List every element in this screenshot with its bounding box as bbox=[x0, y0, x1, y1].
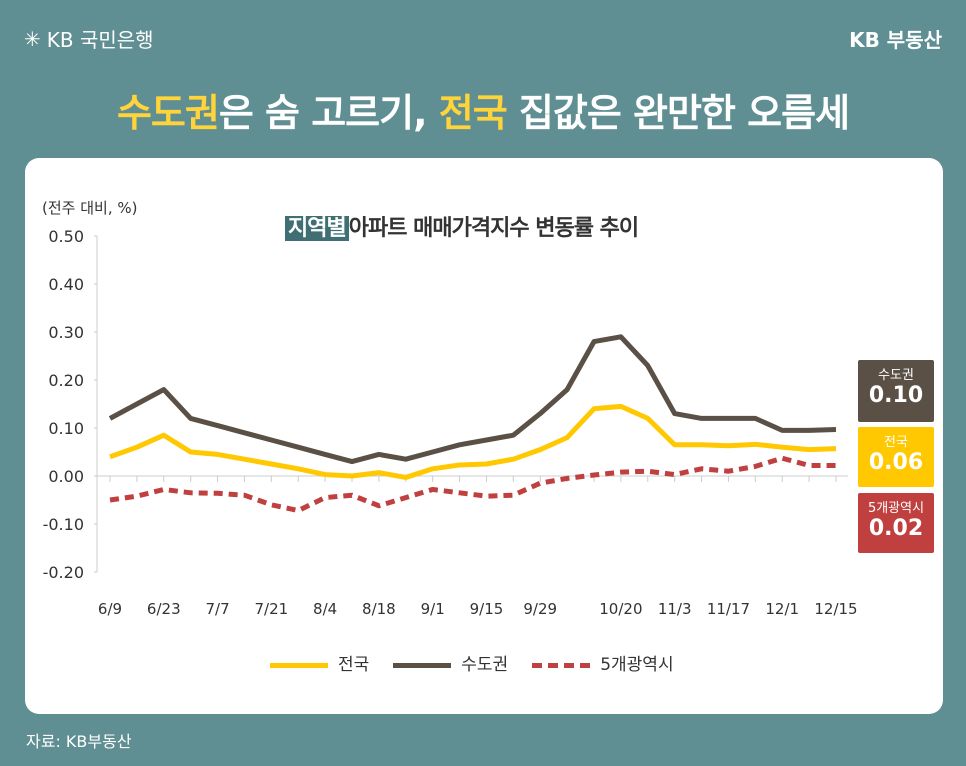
kb-kookmin-logo: ✳ KB 국민은행 bbox=[24, 26, 154, 53]
legend-capital: 수도권 bbox=[393, 650, 508, 675]
y-tick-label: 0.30 bbox=[48, 323, 84, 342]
legend-metro5: 5개광역시 bbox=[532, 650, 674, 675]
legend-label: 전국 bbox=[338, 655, 370, 675]
chart-title-box: 지역별 bbox=[285, 216, 349, 241]
y-tick-label: 0.10 bbox=[48, 419, 84, 438]
headline-text-end: 집값은 완만한 오름세 bbox=[506, 91, 850, 135]
tag-name: 전국 bbox=[884, 435, 908, 450]
x-tick-label: 11/3 bbox=[658, 600, 692, 618]
tag-value: 0.02 bbox=[868, 516, 924, 541]
capital-last-tag: 수도권 0.10 bbox=[858, 360, 934, 422]
legend: 전국 수도권 5개광역시 bbox=[270, 650, 674, 675]
x-tick-label: 7/7 bbox=[205, 600, 229, 618]
headline-capital: 수도권 bbox=[116, 91, 220, 135]
y-tick-label: -0.10 bbox=[43, 515, 84, 534]
x-tick-label: 12/1 bbox=[765, 600, 799, 618]
y-tick-label: -0.20 bbox=[43, 563, 84, 582]
kb-real-estate-brand: KB 부동산 bbox=[849, 28, 942, 52]
x-tick-label: 6/9 bbox=[98, 600, 122, 618]
x-tick-label: 10/20 bbox=[599, 600, 642, 618]
tag-value: 0.10 bbox=[868, 383, 924, 408]
legend-label: 5개광역시 bbox=[600, 655, 674, 675]
series-line-0 bbox=[109, 403, 837, 480]
x-tick-label: 11/17 bbox=[707, 600, 750, 618]
x-tick-label: 6/23 bbox=[147, 600, 181, 618]
y-tick-label: 0.40 bbox=[48, 275, 84, 294]
legend-label: 수도권 bbox=[461, 655, 509, 675]
chart-title-rest: 아파트 매매가격지수 변동률 추이 bbox=[348, 216, 639, 241]
metro5-last-tag: 5개광역시 0.02 bbox=[858, 493, 934, 553]
x-tick-label: 9/15 bbox=[470, 600, 504, 618]
x-tick-label: 8/18 bbox=[362, 600, 396, 618]
x-tick-label: 9/1 bbox=[421, 600, 445, 618]
legend-national: 전국 bbox=[270, 650, 369, 675]
x-tick-label: 8/4 bbox=[313, 600, 337, 618]
tag-value: 0.06 bbox=[868, 450, 924, 475]
national-last-tag: 전국 0.06 bbox=[858, 427, 934, 487]
y-tick-label: 0.20 bbox=[48, 371, 84, 390]
chart-title: 지역별 아파트 매매가격지수 변동률 추이 bbox=[285, 210, 639, 242]
x-tick-label: 12/15 bbox=[814, 600, 857, 618]
headline-text: 은 숨 고르기, bbox=[218, 91, 439, 135]
series-line-2 bbox=[109, 455, 836, 514]
y-tick-label: 0.00 bbox=[48, 467, 84, 486]
headline: 수도권은 숨 고르기, 전국 집값은 완만한 오름세 bbox=[0, 82, 966, 137]
tag-name: 수도권 bbox=[878, 368, 914, 383]
tag-name: 5개광역시 bbox=[867, 501, 925, 516]
x-tick-label: 9/29 bbox=[523, 600, 557, 618]
chart-card bbox=[25, 158, 943, 714]
x-tick-label: 7/21 bbox=[254, 600, 288, 618]
y-axis-unit: (전주 대비, %) bbox=[42, 199, 138, 217]
headline-national: 전국 bbox=[438, 91, 508, 135]
series-line-1 bbox=[108, 334, 837, 465]
source-note: 자료: KB부동산 bbox=[26, 732, 132, 751]
star-icon: ✳ bbox=[24, 26, 41, 51]
y-tick-label: 0.50 bbox=[48, 227, 84, 246]
